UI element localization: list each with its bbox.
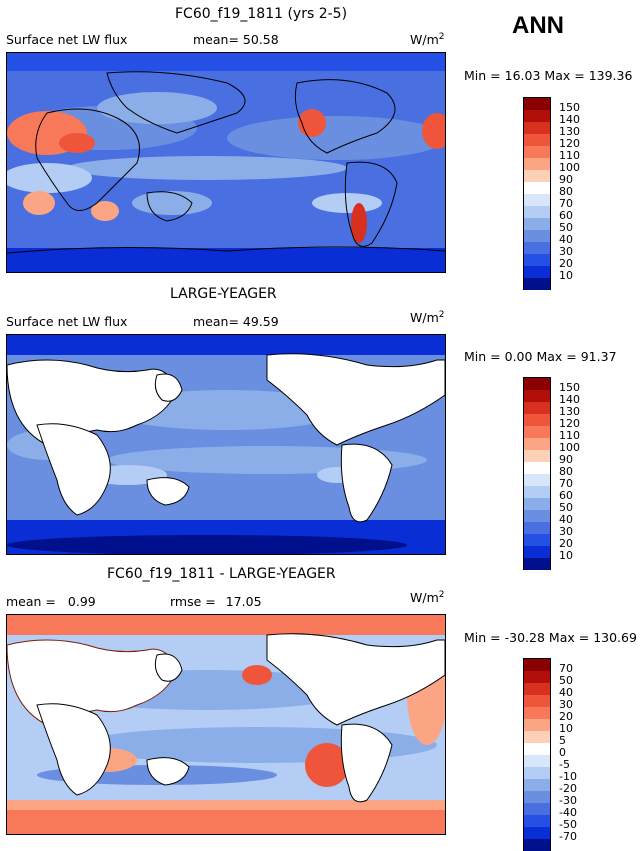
colorbar-tick: 90 <box>559 453 573 466</box>
panel-1-mean-value: 50.58 <box>242 32 279 47</box>
colorbar-tick: 30 <box>559 698 573 711</box>
colorbar-tick: 150 <box>559 101 580 114</box>
panel-3-map-field <box>7 615 445 834</box>
colorbar-tick: 40 <box>559 513 573 526</box>
colorbar-tick: -50 <box>559 818 577 831</box>
panel-2-mean: mean= 49.59 <box>193 314 279 329</box>
colorbar-tick: 50 <box>559 501 573 514</box>
colorbar-tick: 20 <box>559 257 573 270</box>
panel-1-units: W/m2 <box>410 32 445 48</box>
colorbar-tick: 140 <box>559 393 580 406</box>
panel-3-mean-label: mean = <box>6 594 56 609</box>
panel-2-units: W/m2 <box>410 310 445 326</box>
panel-3-units: W/m2 <box>410 590 445 606</box>
colorbar-tick: 10 <box>559 722 573 735</box>
colorbar-tick: 5 <box>559 734 566 747</box>
colorbar-tick: -10 <box>559 770 577 783</box>
panel-1-variable-label: Surface net LW flux <box>6 32 128 47</box>
colorbar-tick: 60 <box>559 489 573 502</box>
colorbar-tick: 110 <box>559 429 580 442</box>
colorbar-tick: 0 <box>559 746 566 759</box>
colorbar-tick: 70 <box>559 197 573 210</box>
panel-3-map <box>6 614 446 835</box>
colorbar-tick: -5 <box>559 758 570 771</box>
panel-3-mean-value: 0.99 <box>67 594 96 609</box>
colorbar-tick: 50 <box>559 674 573 687</box>
colorbar-tick: 60 <box>559 209 573 222</box>
colorbar-tick: 110 <box>559 149 580 162</box>
panel-1-mean: mean= 50.58 <box>193 32 279 47</box>
panel-3-minmax: Min = -30.28 Max = 130.69 <box>464 630 637 645</box>
panel-3-colorbar: 70 50 40 30 20 10 5 0 -5 -10 -20 -30 -40… <box>523 658 577 851</box>
colorbar-tick: 80 <box>559 185 573 198</box>
panel-3-rmse-value: 17.05 <box>225 594 262 609</box>
colorbar-tick: -20 <box>559 782 577 795</box>
colorbar-tick: 70 <box>559 662 573 675</box>
panel-1-map-field <box>7 53 445 272</box>
panel-1-mean-label: mean= <box>193 32 239 47</box>
panel-2-variable-label: Surface net LW flux <box>6 314 128 329</box>
panel-2-map <box>6 334 446 555</box>
colorbar-tick: 150 <box>559 381 580 394</box>
colorbar-tick: 140 <box>559 113 580 126</box>
panel-2-mean-label: mean= <box>193 314 239 329</box>
colorbar-tick: 40 <box>559 686 573 699</box>
panel-1-map <box>6 52 446 273</box>
colorbar-tick: 100 <box>559 161 580 174</box>
colorbar-tick: -30 <box>559 794 577 807</box>
colorbar-tick: 30 <box>559 525 573 538</box>
panel-1-title: FC60_f19_1811 (yrs 2-5) <box>175 6 348 22</box>
colorbar-tick: 120 <box>559 417 580 430</box>
panel-3-rmse-label: rmse = <box>170 594 216 609</box>
colorbar-tick: 130 <box>559 125 580 138</box>
colorbar-tick: 10 <box>559 269 573 282</box>
season-label: ANN <box>512 12 564 39</box>
panel-2-map-field <box>7 335 445 554</box>
colorbar-tick: -40 <box>559 806 577 819</box>
colorbar-tick: 10 <box>559 549 573 562</box>
colorbar-tick: 90 <box>559 173 573 186</box>
panel-2-minmax: Min = 0.00 Max = 91.37 <box>464 349 617 364</box>
colorbar-tick: 40 <box>559 233 573 246</box>
colorbar-tick: 70 <box>559 477 573 490</box>
colorbar-tick: 120 <box>559 137 580 150</box>
colorbar-tick: 100 <box>559 441 580 454</box>
panel-2-colorbar: 150 140 130 120 110 100 90 80 70 60 50 4… <box>523 377 580 570</box>
colorbar-tick: -70 <box>559 830 577 843</box>
panel-3-mean: mean = 0.99 <box>6 594 96 609</box>
panel-3-title: FC60_f19_1811 - LARGE-YEAGER <box>107 566 336 582</box>
colorbar-tick: 50 <box>559 221 573 234</box>
panel-1-colorbar: 150 140 130 120 110 100 90 80 70 60 50 4… <box>523 97 580 290</box>
colorbar-tick: 130 <box>559 405 580 418</box>
panel-2-mean-value: 49.59 <box>242 314 279 329</box>
colorbar-tick: 30 <box>559 245 573 258</box>
colorbar-tick: 20 <box>559 537 573 550</box>
colorbar-tick: 80 <box>559 465 573 478</box>
panel-3-rmse: rmse = 17.05 <box>170 594 262 609</box>
colorbar-tick: 20 <box>559 710 573 723</box>
panel-2-title: LARGE-YEAGER <box>170 286 277 302</box>
panel-1-minmax: Min = 16.03 Max = 139.36 <box>464 68 633 83</box>
